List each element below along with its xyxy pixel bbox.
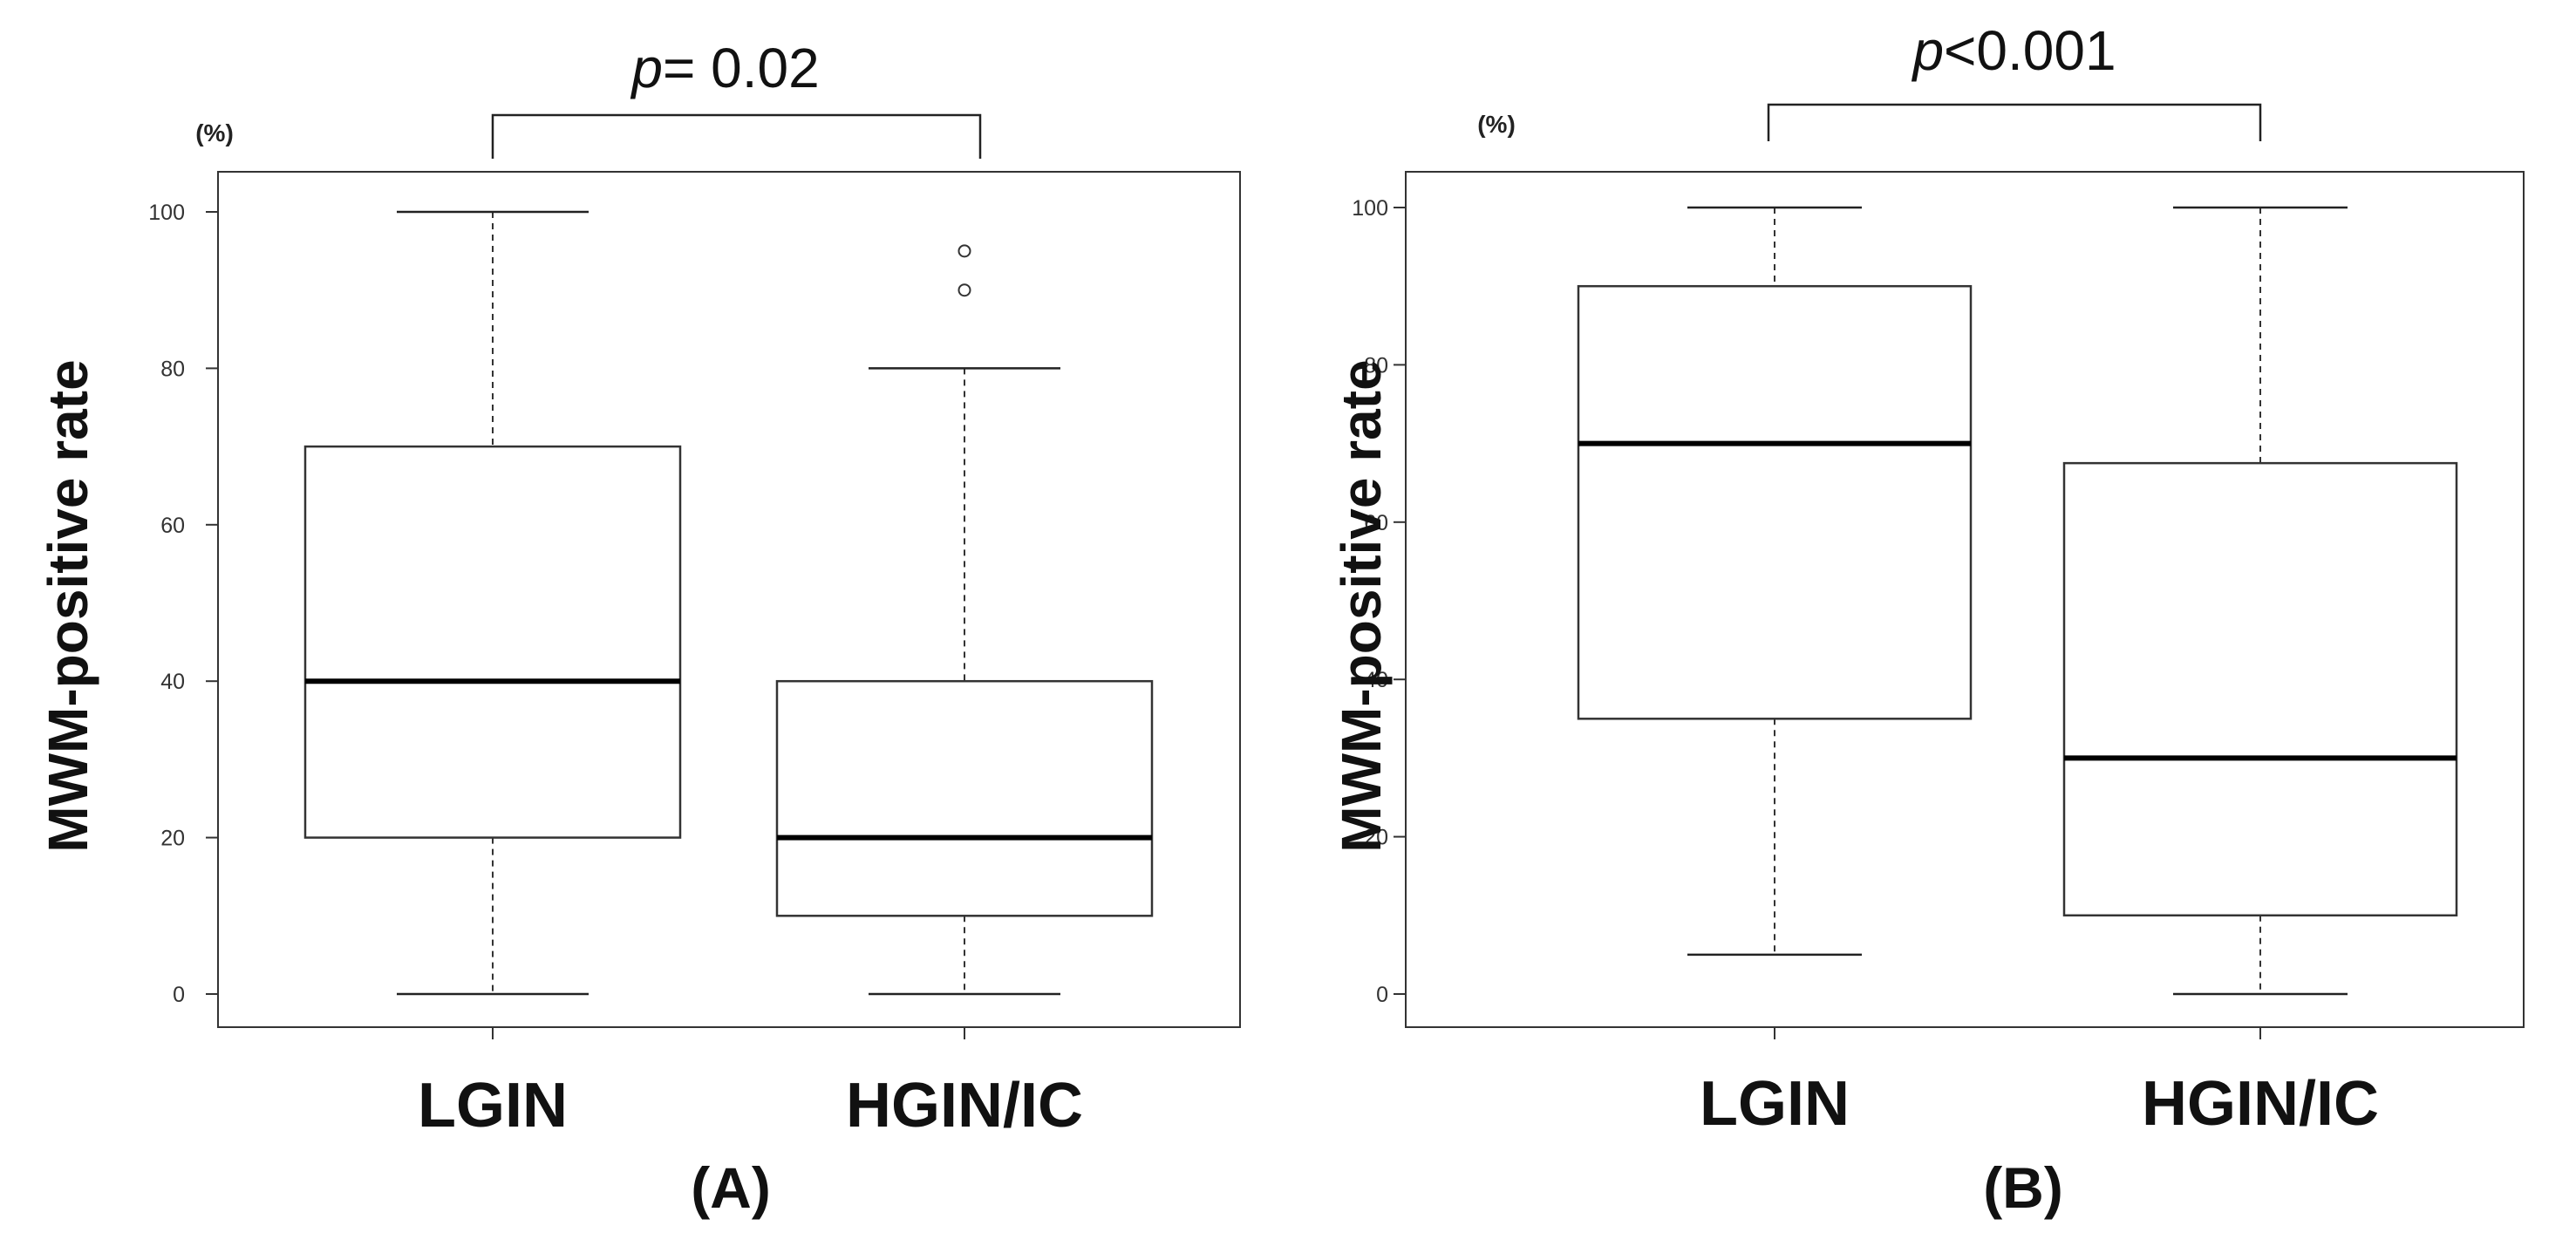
unit-label: (%) — [1477, 111, 1516, 138]
significance-bracket — [1767, 103, 2262, 141]
y-tick-label: 80 — [1364, 353, 1388, 378]
y-axis-title: MWM-positive rate — [1330, 359, 1393, 852]
y-tick-label: 60 — [160, 514, 185, 538]
y-tick-label: 80 — [160, 357, 185, 381]
outlier-point — [957, 244, 971, 258]
box-hgin-ic — [2062, 206, 2458, 996]
chart-panel-b: 0 20 40 60 80 100 (%) MWM-positive rate LGIN HGIN… — [1330, 19, 2525, 1220]
box-hgin-ic — [775, 244, 1154, 996]
significance-bracket — [491, 113, 982, 159]
y-tick-label: 60 — [1364, 511, 1388, 535]
panel-label: (B) — [1983, 1155, 2063, 1220]
box-lgin — [303, 210, 682, 996]
category-label-hgin-ic: HGIN/IC — [2142, 1069, 2379, 1139]
p-value: = 0.02 — [663, 37, 820, 99]
y-tick-label: 20 — [160, 827, 185, 851]
box-lgin — [1577, 206, 1973, 957]
box-iqr — [775, 679, 1154, 917]
y-tick-label: 20 — [1364, 826, 1388, 850]
unit-label: (%) — [195, 119, 234, 146]
p-value-label: p= 0.02 — [630, 37, 819, 99]
box-iqr — [1577, 284, 1973, 720]
chart-panel-a: 0 20 40 60 80 100 (%) MWM-positive rate LGIN HGIN… — [37, 37, 1241, 1220]
p-symbol: p — [1911, 19, 1944, 82]
y-tick-label: 100 — [1352, 196, 1388, 221]
category-label-lgin: LGIN — [418, 1071, 568, 1141]
category-label-lgin: LGIN — [1700, 1069, 1850, 1139]
y-tick-label: 0 — [173, 983, 185, 1007]
box-iqr — [2062, 461, 2458, 917]
y-tick-label: 0 — [1376, 983, 1388, 1007]
box-iqr — [303, 445, 682, 839]
plot-frame — [1405, 171, 2525, 1028]
y-tick-label: 40 — [160, 670, 185, 694]
p-value-label: p<0.001 — [1911, 19, 2116, 82]
category-label-hgin-ic: HGIN/IC — [846, 1071, 1083, 1141]
panel-label: (A) — [691, 1155, 771, 1220]
plot-frame — [217, 171, 1241, 1028]
p-value: <0.001 — [1944, 19, 2116, 82]
y-tick-label: 40 — [1364, 668, 1388, 692]
y-tick-label: 100 — [148, 201, 185, 225]
p-symbol: p — [630, 37, 663, 99]
y-axis-title: MWM-positive rate — [37, 359, 99, 852]
outlier-point — [957, 283, 971, 297]
